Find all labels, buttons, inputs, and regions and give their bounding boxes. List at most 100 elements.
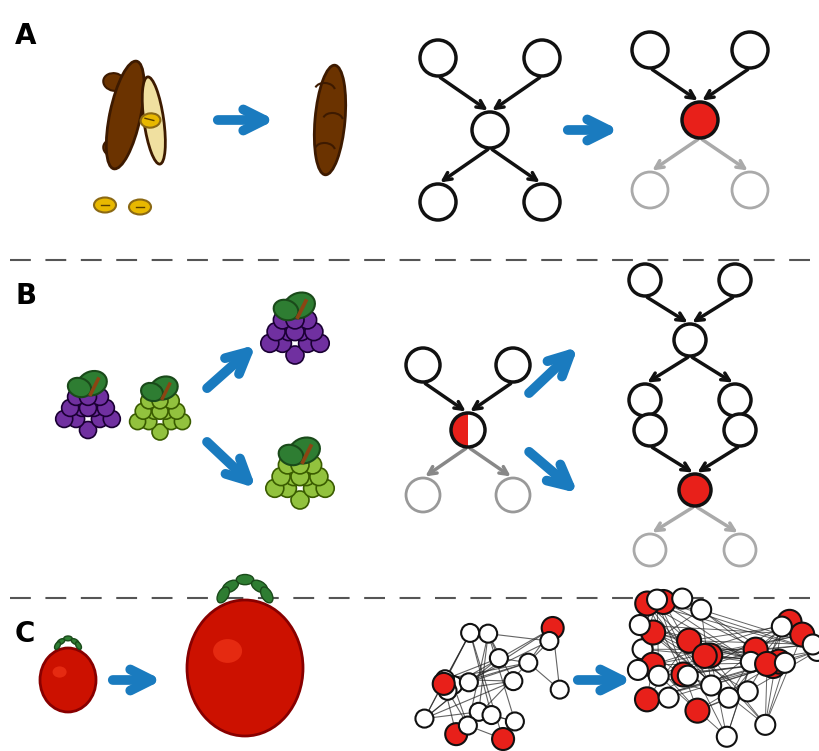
Circle shape [482,706,500,724]
Circle shape [79,421,97,439]
Circle shape [279,323,297,341]
Ellipse shape [64,636,72,641]
Text: A: A [15,22,37,50]
Ellipse shape [78,371,106,396]
Circle shape [504,672,522,690]
Circle shape [718,688,738,707]
Circle shape [650,590,675,614]
Ellipse shape [110,106,132,124]
Ellipse shape [68,378,91,397]
Circle shape [550,680,568,698]
Circle shape [491,728,514,750]
Circle shape [286,311,304,329]
Circle shape [731,172,767,208]
Circle shape [754,715,774,735]
Circle shape [61,400,79,416]
Circle shape [279,299,297,317]
Circle shape [67,411,84,427]
Circle shape [690,599,710,620]
Ellipse shape [213,639,242,663]
Circle shape [297,468,315,486]
Circle shape [303,456,321,474]
Circle shape [297,444,315,462]
Circle shape [700,675,720,695]
Circle shape [278,456,296,474]
Ellipse shape [75,642,81,650]
Circle shape [523,184,559,220]
Circle shape [646,590,666,610]
Circle shape [673,324,705,356]
Circle shape [495,478,529,512]
Wedge shape [468,413,484,447]
Ellipse shape [57,638,65,644]
Circle shape [91,388,108,406]
Circle shape [633,414,665,446]
Circle shape [260,334,278,352]
Circle shape [541,617,563,639]
Ellipse shape [94,198,115,213]
Text: C: C [15,620,35,648]
Circle shape [286,299,304,317]
Circle shape [152,424,168,440]
Circle shape [141,414,156,430]
Ellipse shape [278,445,303,466]
Circle shape [298,311,316,329]
Ellipse shape [251,581,267,593]
Circle shape [273,311,291,329]
Circle shape [678,474,710,506]
Ellipse shape [52,666,66,677]
Circle shape [743,638,767,662]
Circle shape [671,662,695,686]
Circle shape [305,323,323,341]
Circle shape [147,403,162,419]
Circle shape [469,703,487,721]
Circle shape [540,632,558,650]
Circle shape [163,393,179,409]
Wedge shape [450,413,468,447]
Circle shape [445,723,467,745]
Circle shape [472,112,508,148]
Circle shape [415,710,433,728]
Circle shape [157,403,174,419]
Circle shape [291,468,309,486]
Circle shape [79,388,97,406]
Circle shape [311,334,328,352]
Circle shape [628,384,660,416]
Circle shape [405,348,440,382]
Circle shape [163,414,179,430]
Circle shape [790,623,813,647]
Ellipse shape [140,113,161,128]
Circle shape [635,592,658,616]
Circle shape [640,653,664,677]
Circle shape [658,688,678,707]
Circle shape [459,674,477,691]
Circle shape [97,400,114,416]
Circle shape [303,479,321,497]
Circle shape [419,184,455,220]
Ellipse shape [187,600,303,736]
Circle shape [806,641,819,661]
Circle shape [419,40,455,76]
Circle shape [723,534,755,566]
Circle shape [685,698,708,722]
Circle shape [523,40,559,76]
Circle shape [157,382,174,398]
Circle shape [631,639,652,659]
Circle shape [85,400,102,416]
Circle shape [478,625,496,643]
Circle shape [152,403,168,419]
Circle shape [103,411,120,427]
Ellipse shape [55,642,61,650]
Circle shape [85,377,102,394]
Ellipse shape [274,300,298,320]
Circle shape [718,384,750,416]
Text: B: B [15,282,36,310]
Circle shape [489,649,507,667]
Circle shape [284,444,302,462]
Circle shape [692,644,716,668]
Circle shape [723,414,755,446]
Circle shape [74,377,90,394]
Circle shape [56,411,73,427]
Circle shape [135,403,151,419]
Ellipse shape [150,376,178,400]
